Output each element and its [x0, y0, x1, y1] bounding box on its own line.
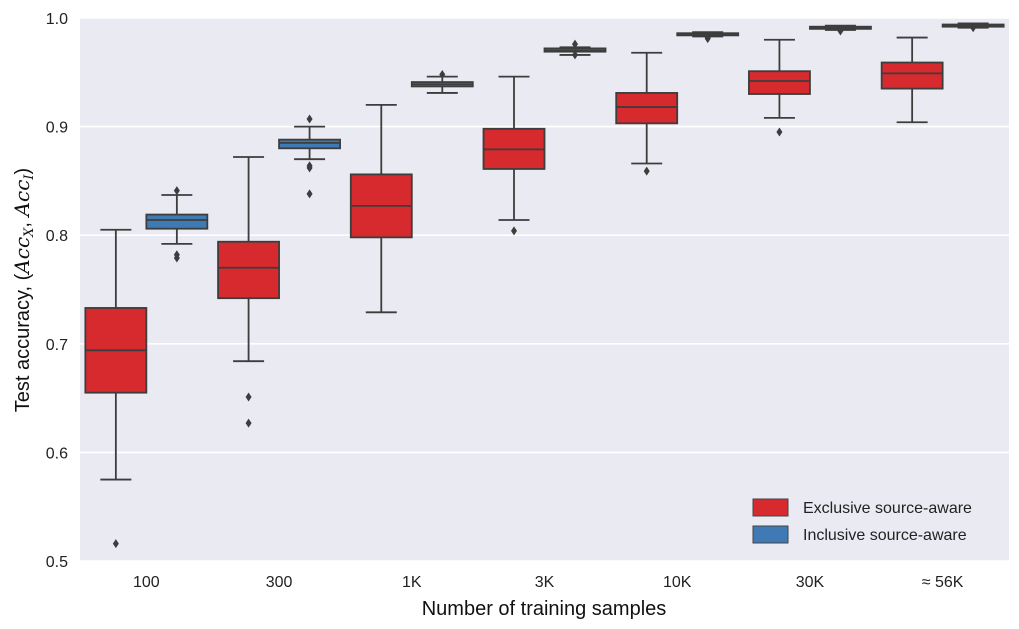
outlier-marker-0: [643, 166, 650, 176]
box-iqr: [615, 92, 679, 125]
outlier-marker-2: [173, 253, 180, 263]
legend: Exclusive source-aware Inclusive source-…: [752, 498, 972, 544]
box-inclusive-5: [809, 24, 872, 36]
y-axis-title-prefix: Test accuracy, (: [12, 273, 34, 412]
box-inclusive-2: [410, 69, 474, 94]
x-axis-title: Number of training samples: [422, 598, 667, 620]
y-tick-label-3: 0.8: [46, 228, 68, 245]
legend-swatch-exclusive: [752, 498, 789, 517]
outlier-marker-1: [245, 418, 252, 428]
outlier-marker-0: [306, 114, 313, 124]
y-tick-label-2: 0.7: [46, 337, 68, 354]
box-inclusive-4: [676, 31, 740, 44]
outlier-marker-0: [776, 127, 783, 137]
grid-lines: [80, 17, 1009, 562]
outlier-marker-0: [837, 26, 844, 36]
x-tick-label-6: ≈ 56K: [922, 574, 964, 591]
box-inclusive-1: [278, 114, 341, 199]
y-tick-label-5: 1.0: [46, 11, 68, 28]
x-tick-label-0: 100: [133, 574, 160, 591]
y-axis-title-sep: ,: [12, 216, 34, 227]
outlier-marker-0: [173, 186, 180, 196]
outlier-marker-0: [572, 39, 578, 49]
box-iqr: [145, 213, 209, 230]
outlier-marker-1: [704, 33, 711, 43]
box-exclusive-1: [217, 156, 280, 428]
outlier-marker-2: [306, 163, 313, 173]
box-exclusive-6: [880, 36, 944, 124]
x-tick-label-2: 1K: [402, 574, 422, 591]
legend-label-inclusive: Inclusive source-aware: [803, 527, 967, 544]
x-tick-label-4: 10K: [663, 574, 692, 591]
box-series: [84, 22, 1005, 549]
box-exclusive-5: [748, 38, 811, 137]
box-iqr: [278, 138, 341, 150]
box-exclusive-3: [482, 75, 546, 236]
outlier-marker-0: [970, 23, 977, 33]
box-inclusive-0: [145, 186, 209, 263]
box-inclusive-3: [543, 39, 607, 60]
outlier-marker-3: [306, 189, 313, 199]
box-exclusive-4: [615, 51, 679, 176]
x-tick-label-5: 30K: [796, 574, 825, 591]
x-tick-label-3: 3K: [535, 574, 555, 591]
x-tick-label-1: 300: [266, 574, 293, 591]
y-axis-title-acc-x: Acc: [10, 237, 34, 276]
x-tick-labels: 100 300 1K 3K 10K 30K ≈ 56K: [133, 574, 964, 591]
y-axis-title-acc-i: Acc: [10, 180, 34, 219]
outlier-marker-1: [572, 50, 578, 60]
outlier-marker-0: [245, 392, 252, 402]
box-iqr: [217, 240, 280, 300]
legend-swatch-inclusive: [752, 525, 789, 544]
outlier-marker-0: [439, 69, 446, 79]
y-tick-label-1: 0.6: [46, 445, 68, 462]
y-tick-label-0: 0.5: [46, 554, 68, 571]
y-tick-labels: 0.5 0.6 0.7 0.8 0.9 1.0: [46, 11, 68, 571]
outlier-marker-0: [511, 226, 517, 236]
box-iqr: [748, 70, 811, 95]
box-iqr: [880, 61, 944, 90]
y-tick-label-4: 0.9: [46, 120, 68, 137]
box-inclusive-6: [941, 22, 1005, 33]
y-axis-title: Test accuracy, (AccX, AccI): [10, 168, 37, 412]
box-exclusive-2: [349, 103, 413, 314]
box-exclusive-0: [84, 228, 148, 549]
outlier-marker-0: [112, 539, 119, 549]
y-axis-title-sub-x: X: [22, 227, 37, 238]
y-axis-title-sub-i: I: [22, 174, 37, 181]
legend-label-exclusive: Exclusive source-aware: [803, 500, 972, 517]
y-axis-title-suffix: ): [12, 168, 34, 175]
